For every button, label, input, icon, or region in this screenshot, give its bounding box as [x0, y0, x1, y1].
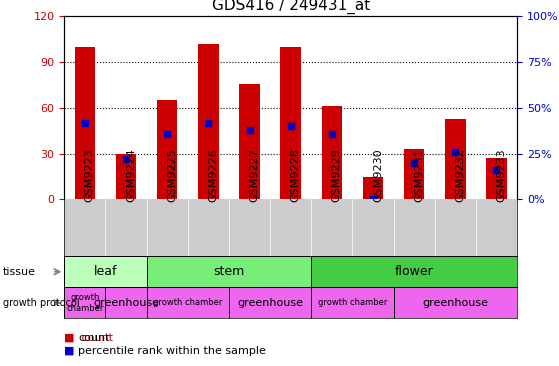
Bar	[445, 119, 466, 199]
Text: GSM9228: GSM9228	[291, 149, 301, 202]
Bar	[64, 256, 146, 287]
Bar	[321, 107, 342, 199]
Text: GSM9226: GSM9226	[209, 149, 219, 202]
Point	[410, 160, 419, 166]
Point	[451, 149, 460, 155]
Text: growth chamber: growth chamber	[153, 298, 222, 307]
Text: growth
chamber: growth chamber	[66, 293, 103, 313]
Text: GSM9223: GSM9223	[85, 149, 95, 202]
Text: growth chamber: growth chamber	[318, 298, 387, 307]
Bar	[157, 100, 178, 199]
Bar	[106, 287, 146, 318]
Text: leaf: leaf	[94, 265, 117, 278]
Bar	[311, 256, 517, 287]
Point	[121, 156, 130, 162]
Text: tissue: tissue	[3, 267, 36, 277]
Bar	[311, 287, 394, 318]
Text: GSM9225: GSM9225	[167, 149, 177, 202]
Text: greenhouse: greenhouse	[237, 298, 303, 308]
Point	[368, 197, 377, 202]
Bar	[394, 287, 517, 318]
Text: ■  count: ■ count	[64, 333, 113, 343]
Text: greenhouse: greenhouse	[93, 298, 159, 308]
Text: GSM9231: GSM9231	[414, 149, 424, 202]
Bar	[281, 47, 301, 199]
Bar	[64, 287, 106, 318]
Text: GSM9229: GSM9229	[332, 149, 342, 202]
Text: GSM9227: GSM9227	[249, 149, 259, 202]
Title: GDS416 / 249431_at: GDS416 / 249431_at	[211, 0, 370, 14]
Bar	[229, 287, 311, 318]
Text: flower: flower	[395, 265, 434, 278]
Bar	[486, 158, 507, 199]
Point	[286, 123, 295, 129]
Point	[163, 131, 172, 137]
Text: greenhouse: greenhouse	[423, 298, 489, 308]
Text: count: count	[78, 333, 110, 343]
Point	[204, 120, 213, 126]
Bar	[363, 176, 383, 199]
Text: growth protocol: growth protocol	[3, 298, 79, 308]
Bar	[74, 47, 95, 199]
Point	[328, 131, 337, 137]
Bar	[239, 83, 260, 199]
Text: stem: stem	[214, 265, 244, 278]
Text: GSM9230: GSM9230	[373, 149, 383, 202]
Point	[80, 120, 89, 126]
Text: GSM9232: GSM9232	[456, 149, 465, 202]
Text: ■: ■	[64, 346, 75, 356]
Point	[492, 167, 501, 173]
Bar	[146, 287, 229, 318]
Bar	[146, 256, 311, 287]
Text: GSM9224: GSM9224	[126, 149, 136, 202]
Point	[245, 127, 254, 133]
Bar	[198, 44, 219, 199]
Bar	[404, 149, 424, 199]
Text: GSM9233: GSM9233	[496, 149, 506, 202]
Text: percentile rank within the sample: percentile rank within the sample	[78, 346, 266, 356]
Bar	[116, 154, 136, 199]
